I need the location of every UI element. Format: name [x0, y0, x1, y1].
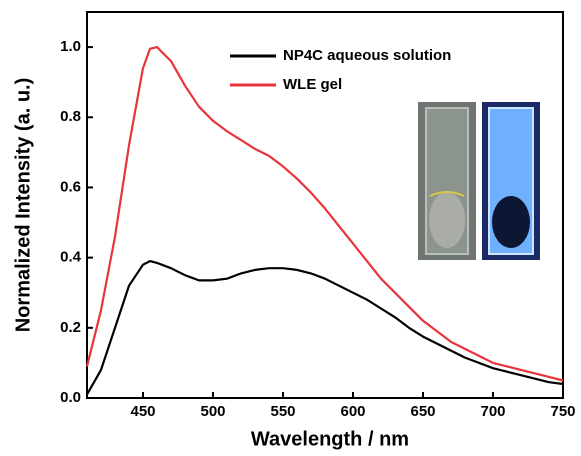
inset-photo	[418, 102, 540, 260]
y-tick-label: 0.0	[60, 389, 81, 406]
series-line	[85, 46, 564, 382]
y-tick-label: 0.6	[60, 178, 81, 195]
y-axis-title: Normalized Intensity (a. u.)	[12, 78, 34, 332]
y-tick-label: 0.8	[60, 108, 81, 125]
x-axis-title: Wavelength / nm	[251, 428, 409, 450]
plot-frame	[86, 11, 564, 399]
y-tick-label: 0.2	[60, 319, 81, 336]
x-tick-label: 700	[480, 403, 505, 420]
x-tick-label: 750	[550, 403, 575, 420]
y-tick-label: 0.4	[60, 249, 82, 266]
x-tick-label: 450	[130, 403, 155, 420]
y-tick-label: 1.0	[60, 38, 81, 55]
x-tick-label: 550	[270, 403, 295, 420]
x-tick-label: 650	[410, 403, 435, 420]
x-tick-label: 600	[340, 403, 365, 420]
series-line	[86, 260, 564, 396]
legend-label: NP4C aqueous solution	[283, 47, 451, 64]
legend-label: WLE gel	[283, 76, 342, 93]
x-tick-label: 500	[200, 403, 225, 420]
